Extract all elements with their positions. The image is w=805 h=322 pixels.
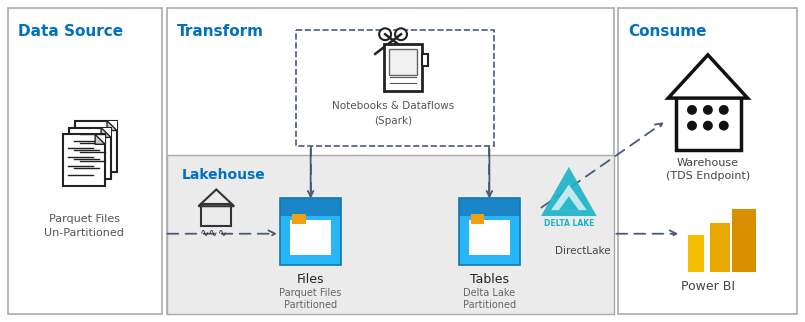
Circle shape [687,105,697,115]
Bar [280,198,341,265]
Polygon shape [668,55,748,98]
Bar [290,220,332,255]
Circle shape [379,28,391,40]
Bar [688,235,704,272]
Text: Parquet Files
Partitioned: Parquet Files Partitioned [279,288,342,310]
Bar [291,214,306,224]
Text: Transform: Transform [176,24,263,39]
Bar [389,49,417,74]
Text: ∿∿∿: ∿∿∿ [200,227,228,237]
Bar [69,128,111,179]
Bar [459,198,520,216]
Bar [295,30,494,146]
Circle shape [703,121,713,130]
Bar [76,121,117,172]
Bar [280,198,341,216]
Bar [280,216,341,265]
Bar [459,198,520,265]
Bar [101,128,111,137]
Text: Warehouse
(TDS Endpoint): Warehouse (TDS Endpoint) [666,158,750,181]
Polygon shape [559,196,579,210]
Polygon shape [95,135,105,144]
Bar [710,223,729,272]
Text: Tables: Tables [470,273,509,286]
Text: Power BI: Power BI [681,280,735,293]
Bar [471,214,485,224]
Bar [469,220,510,255]
Text: Lakehouse: Lakehouse [182,168,266,182]
Bar [618,8,797,314]
Polygon shape [551,185,587,210]
Bar [384,44,422,91]
Bar [459,216,520,265]
Text: Notebooks & Dataflows
(Spark): Notebooks & Dataflows (Spark) [332,101,454,126]
Polygon shape [101,128,111,137]
Text: DirectLake: DirectLake [555,247,610,257]
Bar [422,54,427,66]
Text: Data Source: Data Source [18,24,123,39]
Text: Consume: Consume [629,24,707,39]
Bar [167,155,613,314]
Text: Parquet Files
Un-Partitioned: Parquet Files Un-Partitioned [44,214,124,238]
Circle shape [703,105,713,115]
Bar [732,209,756,272]
Bar [676,96,741,150]
Circle shape [719,105,729,115]
Bar [64,135,105,185]
Bar [8,8,162,314]
Text: Delta Lake
Partitioned: Delta Lake Partitioned [463,288,516,310]
Polygon shape [107,121,117,130]
Text: Files: Files [297,273,324,286]
Circle shape [719,121,729,130]
Bar [107,121,117,130]
Polygon shape [541,167,597,216]
Bar [95,135,105,144]
Text: DELTA LAKE: DELTA LAKE [543,219,594,228]
Bar [201,204,231,226]
Circle shape [687,121,697,130]
Circle shape [395,28,407,40]
Bar [167,8,613,314]
